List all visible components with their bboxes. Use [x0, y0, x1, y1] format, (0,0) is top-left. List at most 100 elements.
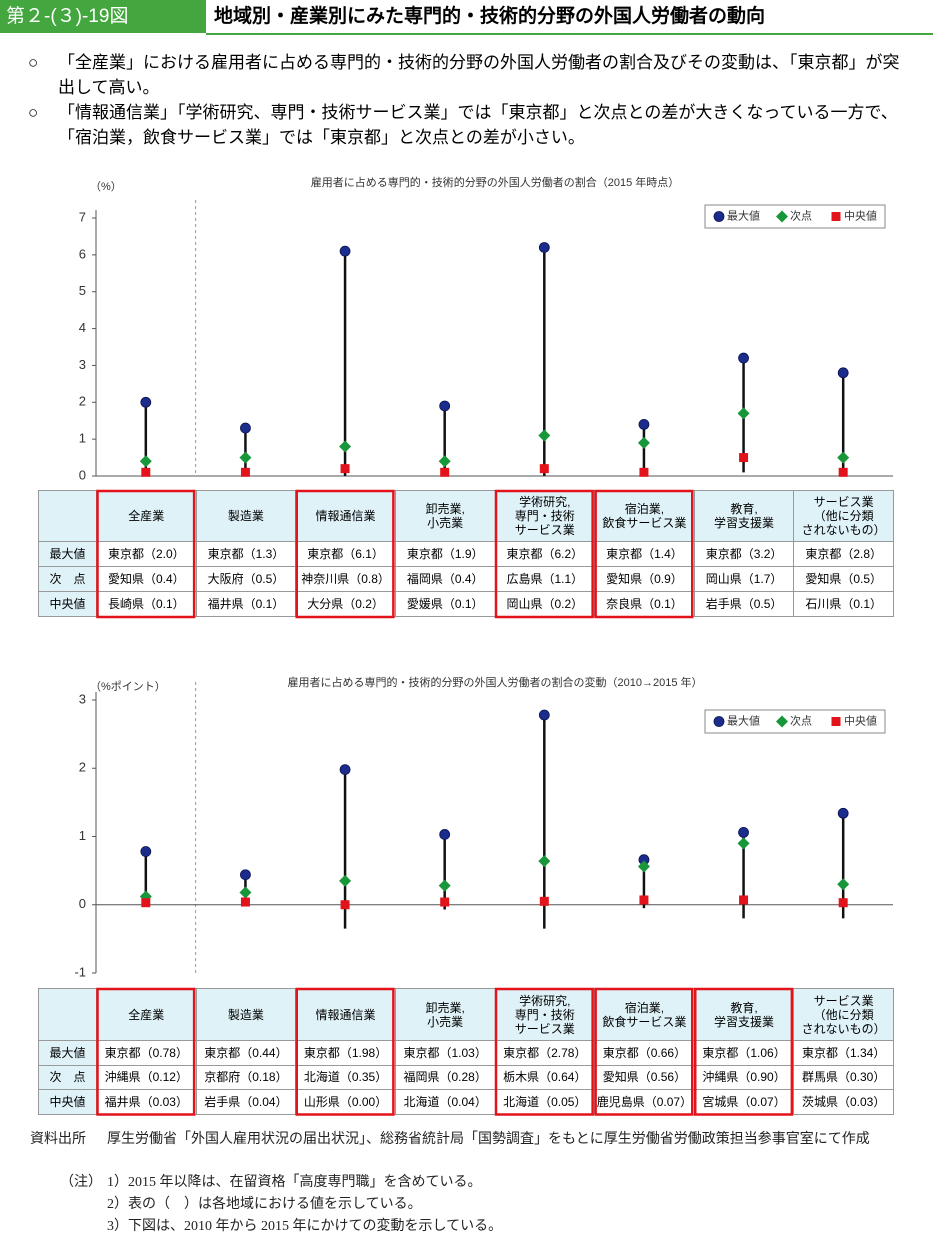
category-label: 全産業	[96, 988, 197, 1041]
max-marker	[240, 869, 251, 881]
y-tick-label: -1	[74, 964, 86, 979]
max-marker	[439, 400, 451, 412]
table-cell: 愛媛県（0.1）	[394, 591, 496, 617]
legend-label: 中央値	[844, 714, 877, 727]
table-cell: 東京都（1.03）	[394, 1040, 496, 1066]
table-cell: 岩手県（0.5）	[693, 591, 795, 617]
category-label: 学術研究, 専門・技術 サービス業	[494, 490, 596, 542]
category-label: 情報通信業	[295, 490, 396, 542]
table-row: 中央値 福井県（0.03） 岩手県（0.04） 山形県（0.00） 北海道（0.04）北…	[38, 1089, 894, 1115]
y-axis-unit: （%）	[90, 180, 122, 193]
table-cell: 福井県（0.03）	[96, 1089, 197, 1115]
source-label: 資料出所	[30, 1132, 86, 1147]
table-header: 全産業 製造業 情報通信業 卸売業, 小売業 学術研究, 専門・技術 サービス業 宿泊業,…	[38, 988, 894, 1041]
table-cell: 東京都（6.1）	[295, 541, 396, 567]
second-marker	[637, 436, 650, 449]
table-cell: 愛知県（0.4）	[96, 566, 197, 592]
y-tick-label: 6	[79, 246, 86, 261]
max-marker	[339, 764, 351, 776]
table-cell: 東京都（1.3）	[195, 541, 297, 567]
second-marker	[438, 455, 451, 468]
header-rule	[206, 33, 933, 35]
row-label: 中央値	[38, 591, 97, 617]
row-label: 最大値	[38, 1040, 97, 1066]
chart-title: 雇用者に占める専門的・技術的分野の外国人労働者の割合（2015 年時点）	[311, 175, 680, 189]
max-marker	[638, 854, 650, 866]
table-cell: 東京都（0.66）	[594, 1040, 695, 1066]
category-label: 卸売業, 小売業	[394, 490, 496, 542]
second-marker	[538, 429, 551, 442]
table-cell: 宮城県（0.07）	[693, 1089, 795, 1115]
row-label: 次 点	[38, 1064, 97, 1090]
legend-marker	[776, 715, 788, 728]
legend-label: 最大値	[727, 713, 760, 727]
legend-marker	[713, 716, 725, 727]
source-text: 厚生労働省「外国人雇用状況の届出状況」、総務省統計局「国勢調査」をもとに厚生労働…	[107, 1132, 870, 1147]
table-cell: 東京都（2.0）	[96, 541, 197, 567]
y-tick-label: 7	[79, 209, 86, 224]
table-cell: 神奈川県（0.8）	[295, 566, 396, 592]
bullet-text: 「全産業」における雇用者に占める専門的・技術的分野の外国人労働者の割合及びその変…	[58, 53, 900, 97]
median-marker	[838, 467, 848, 477]
bullet-mark: ○	[28, 53, 39, 72]
category-label: 宿泊業, 飲食サービス業	[594, 490, 695, 542]
table-cell: 大分県（0.2）	[295, 591, 396, 617]
legend-label: 中央値	[844, 209, 877, 222]
table-cell: 茨城県（0.03）	[793, 1089, 894, 1115]
table-row: 最大値 東京都（0.78） 東京都（0.44） 東京都（1.98） 東京都（1.03）東…	[38, 1040, 894, 1066]
table-cell: 北海道（0.05）	[494, 1089, 596, 1115]
median-marker	[141, 467, 151, 477]
table-cell: 福岡県（0.28）	[394, 1064, 496, 1090]
table-cell: 東京都（3.2）	[693, 541, 795, 567]
bullet: ○ 「全産業」における雇用者に占める専門的・技術的分野の外国人労働者の割合及びその…	[28, 50, 913, 100]
table-cell: 愛知県（0.9）	[594, 566, 695, 592]
median-marker	[240, 467, 250, 477]
table-cell: 岡山県（0.2）	[494, 591, 596, 617]
median-marker	[739, 453, 749, 463]
median-marker	[340, 900, 350, 910]
second-marker	[139, 890, 152, 903]
max-marker	[538, 242, 550, 253]
figure-title: 地域別・産業別にみた専門的・技術的分野の外国人労働者の動向	[214, 6, 766, 27]
max-marker	[140, 396, 152, 408]
table-row: 中央値 長崎県（0.1） 福井県（0.1） 大分県（0.2） 愛媛県（0.1） 岡山県（0…	[38, 591, 894, 617]
second-marker	[339, 440, 352, 453]
max-marker	[837, 807, 849, 819]
table-cell: 東京都（0.78）	[96, 1040, 197, 1066]
y-tick-label: 1	[79, 828, 86, 843]
table-cell: 山形県（0.00）	[295, 1089, 396, 1115]
max-marker	[738, 352, 749, 364]
second-marker	[837, 451, 850, 464]
legend-label: 次点	[790, 713, 812, 727]
legend-marker	[831, 717, 841, 726]
table-cell: 北海道（0.04）	[394, 1089, 496, 1115]
legend-marker	[776, 210, 788, 223]
max-marker	[339, 245, 351, 257]
max-marker	[738, 827, 749, 838]
median-marker	[539, 464, 549, 474]
y-tick-label: 3	[79, 691, 86, 706]
table-cell: 東京都（1.34）	[793, 1040, 894, 1066]
table-cell: 福井県（0.1）	[195, 591, 297, 617]
category-label: 製造業	[195, 988, 297, 1041]
y-tick-label: 0	[79, 896, 86, 911]
row-label: 次 点	[38, 566, 97, 592]
table-cell: 東京都（1.4）	[594, 541, 695, 567]
median-marker	[739, 895, 749, 905]
category-label: サービス業 （他に分類 されないもの）	[793, 988, 894, 1041]
table-cell: 北海道（0.35）	[295, 1064, 396, 1090]
second-marker	[737, 837, 750, 850]
bullet-mark: ○	[28, 103, 39, 122]
legend-box	[704, 709, 886, 734]
median-marker	[639, 895, 649, 905]
table-row: 最大値 東京都（2.0） 東京都（1.3） 東京都（6.1） 東京都（1.9） 東京都（6…	[38, 541, 894, 567]
table-cell: 広島県（1.1）	[494, 566, 596, 592]
second-marker	[637, 860, 650, 873]
table-cell: 東京都（2.78）	[494, 1040, 596, 1066]
category-label: 製造業	[195, 490, 297, 542]
chart-title: 雇用者に占める専門的・技術的分野の外国人労働者の割合の変動（2010→2015 …	[288, 675, 703, 689]
table-cell: 愛知県（0.56）	[594, 1064, 695, 1090]
median-marker	[141, 898, 151, 908]
second-marker	[438, 879, 451, 892]
